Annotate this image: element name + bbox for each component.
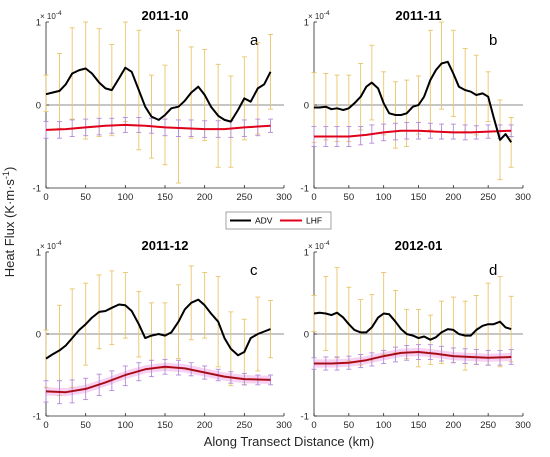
lhf-series-centerline — [45, 366, 271, 393]
y-tick-label: 1 — [304, 18, 309, 29]
y-tick-label: 1 — [304, 248, 309, 259]
panel-d: 0 50 100 150 200 250 300-101× 10-4 2012-01d — [301, 238, 531, 431]
x-tick-label: 300 — [276, 420, 292, 431]
panel-c: 0 50 100 150 200 250 300-101× 10-4 2011-12c — [33, 238, 292, 431]
lhf-series-line — [45, 123, 271, 131]
y-exponent-power: -4 — [324, 10, 330, 17]
y-tick-label: 1 — [36, 248, 41, 259]
y-tick-label: 0 — [36, 330, 41, 341]
adv-series-line — [314, 60, 513, 143]
y-axis-label-sup: -1 — [1, 171, 11, 179]
x-tick-label: 150 — [157, 420, 173, 431]
legend-lhf-label: LHF — [306, 216, 322, 226]
x-tick-label: 200 — [445, 420, 461, 431]
y-tick-label: -1 — [301, 184, 309, 195]
x-tick-label: 50 — [80, 192, 91, 203]
x-tick-label: 100 — [117, 420, 133, 431]
panel-title: 2011-11 — [395, 8, 441, 23]
x-tick-label: 100 — [376, 420, 392, 431]
x-tick-label: 50 — [80, 420, 91, 431]
panel-b: 0 50 100 150 200 250 300-101× 10-4 2011-11b — [301, 8, 531, 203]
y-tick-label: 0 — [304, 330, 309, 341]
y-exponent-label: × 10-4 — [40, 240, 62, 251]
y-exponent-base: × 10 — [308, 242, 324, 251]
x-tick-label: 250 — [236, 420, 252, 431]
panel-title: 2011-10 — [142, 8, 189, 23]
x-tick-label: 250 — [236, 192, 252, 203]
x-tick-label: 200 — [197, 192, 213, 203]
y-exponent-base: × 10 — [308, 12, 324, 21]
y-tick-label: -1 — [33, 184, 41, 195]
y-tick-label: 0 — [36, 101, 41, 112]
x-tick-label: 150 — [411, 192, 427, 203]
x-tick-label: 50 — [344, 192, 355, 203]
x-tick-label: 200 — [445, 192, 461, 203]
x-tick-label: 0 — [43, 420, 48, 431]
panel-letter: d — [489, 262, 497, 279]
x-tick-label: 0 — [311, 420, 316, 431]
lhf-series-centerline — [314, 351, 512, 365]
y-exponent-power: -4 — [56, 10, 62, 17]
y-tick-label: -1 — [301, 412, 309, 423]
adv-series-line — [45, 66, 272, 123]
x-tick-label: 100 — [376, 192, 392, 203]
adv-series-line — [313, 311, 512, 341]
y-tick-label: 0 — [304, 101, 309, 112]
x-tick-label: 200 — [197, 420, 213, 431]
panel-title: 2012-01 — [395, 238, 443, 253]
y-axis-label: Heat Flux (K·m·s-1) — [1, 167, 17, 278]
y-exponent-label: × 10-4 — [308, 240, 330, 251]
adv-series-line — [45, 298, 271, 360]
x-tick-label: 250 — [480, 192, 496, 203]
y-exponent-label: × 10-4 — [308, 10, 330, 21]
y-exponent-label: × 10-4 — [40, 10, 62, 21]
y-exponent-base: × 10 — [40, 12, 56, 21]
y-exponent-base: × 10 — [40, 242, 56, 251]
x-tick-label: 50 — [344, 420, 355, 431]
panel-letter: b — [489, 32, 497, 49]
x-tick-label: 100 — [117, 192, 133, 203]
x-tick-label: 300 — [515, 420, 531, 431]
y-tick-label: 1 — [36, 18, 41, 29]
y-axis-label-main: Heat Flux (K·m·s — [2, 179, 17, 278]
y-axis-label-tail: ) — [2, 167, 17, 171]
x-tick-label: 300 — [276, 192, 292, 203]
panel-title: 2011-12 — [142, 238, 189, 253]
legend: ADV LHF — [225, 211, 332, 230]
x-tick-label: 250 — [480, 420, 496, 431]
lhf-shaded-band — [314, 347, 512, 368]
lhf-series-line — [314, 129, 512, 138]
y-exponent-power: -4 — [324, 240, 330, 247]
x-tick-label: 150 — [157, 192, 173, 203]
x-tick-label: 150 — [411, 420, 427, 431]
x-axis-label: Along Transect Distance (km) — [204, 434, 375, 449]
legend-box — [225, 211, 332, 230]
x-tick-label: 300 — [515, 192, 531, 203]
legend-adv-label: ADV — [255, 216, 273, 226]
panel-letter: c — [250, 262, 258, 279]
y-exponent-power: -4 — [56, 240, 62, 247]
panel-a: 0 50 100 150 200 250 300-101× 10-4 2011-10a — [33, 8, 292, 203]
x-tick-label: 0 — [43, 192, 48, 203]
panel-letter: a — [250, 32, 259, 49]
y-tick-label: -1 — [33, 412, 41, 423]
x-tick-label: 0 — [311, 192, 316, 203]
lhf-shaded-band — [46, 362, 271, 397]
